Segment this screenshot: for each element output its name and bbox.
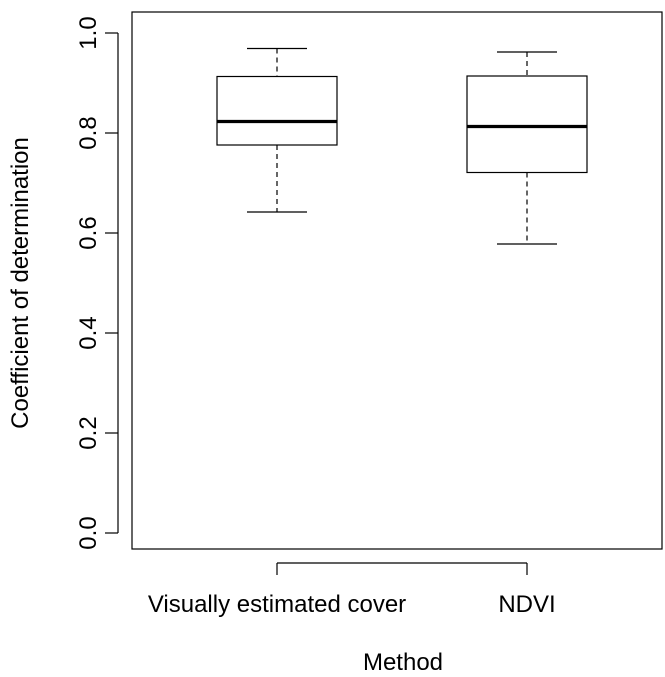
plot-frame: [131, 11, 663, 550]
interquartile-box: [216, 75, 338, 146]
y-tick-label: 0.4: [75, 316, 102, 349]
y-tick-label: 1.0: [75, 16, 102, 49]
y-tick-label: 0.0: [75, 516, 102, 549]
x-axis-title: Method: [363, 649, 443, 676]
y-tick-label: 0.2: [75, 416, 102, 449]
boxes: [216, 47, 588, 245]
y-tick-label: 0.6: [75, 216, 102, 249]
x-axis: Visually estimated cover NDVI: [148, 562, 556, 618]
box: [216, 47, 338, 213]
y-tick-label: 0.8: [75, 116, 102, 149]
y-axis-title: Coefficient of determination: [7, 137, 34, 429]
y-axis: 0.0 0.2 0.4 0.6 0.8 1.0: [75, 16, 119, 550]
x-tick-label: Visually estimated cover: [148, 591, 406, 618]
x-tick-label: NDVI: [498, 591, 555, 618]
box: [466, 51, 588, 245]
interquartile-box: [466, 75, 588, 174]
